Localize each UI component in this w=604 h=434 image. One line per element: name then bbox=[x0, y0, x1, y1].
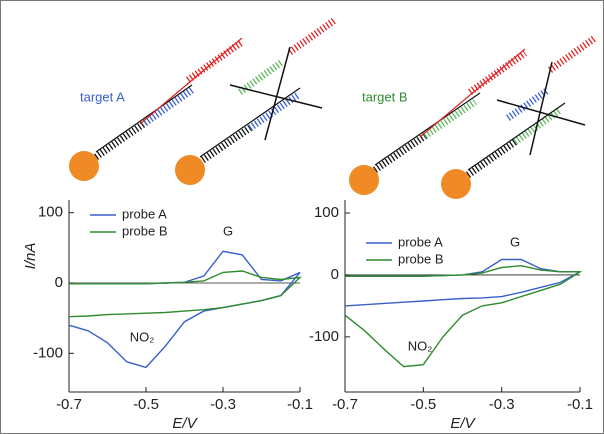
legend-label: probe B bbox=[122, 223, 168, 238]
figure: target A target B -1000100-0.7-0. bbox=[0, 0, 604, 434]
bead bbox=[69, 151, 99, 181]
bead bbox=[349, 165, 379, 195]
annotation: NO₂ bbox=[408, 338, 433, 353]
annotation: G bbox=[223, 223, 233, 238]
annotation: G bbox=[510, 234, 520, 249]
diagram-label: target A bbox=[80, 89, 125, 104]
x-tick-label: -0.1 bbox=[287, 396, 313, 413]
legend-label: probe B bbox=[398, 251, 444, 266]
y-axis-label: I/nA bbox=[22, 243, 39, 270]
y-tick-label: -100 bbox=[309, 328, 339, 345]
y-tick-label: 0 bbox=[55, 274, 63, 291]
legend-label: probe A bbox=[398, 234, 443, 249]
annotation: NO₂ bbox=[130, 329, 155, 344]
legend-label: probe A bbox=[122, 206, 167, 221]
y-tick-label: -100 bbox=[33, 344, 63, 361]
x-tick-label: -0.1 bbox=[567, 396, 593, 413]
x-axis-label: E/V bbox=[450, 415, 476, 432]
bead bbox=[441, 169, 471, 199]
bead bbox=[175, 155, 205, 185]
x-tick-label: -0.7 bbox=[56, 396, 82, 413]
diagram-label: target B bbox=[362, 89, 408, 104]
frame bbox=[1, 1, 604, 434]
x-tick-label: -0.7 bbox=[332, 396, 358, 413]
y-tick-label: 100 bbox=[38, 204, 63, 221]
y-tick-label: 0 bbox=[331, 266, 339, 283]
x-tick-label: -0.5 bbox=[133, 396, 159, 413]
x-tick-label: -0.3 bbox=[489, 396, 515, 413]
y-tick-label: 100 bbox=[314, 204, 339, 221]
x-axis-label: E/V bbox=[172, 415, 198, 432]
x-tick-label: -0.5 bbox=[410, 396, 436, 413]
x-tick-label: -0.3 bbox=[210, 396, 236, 413]
